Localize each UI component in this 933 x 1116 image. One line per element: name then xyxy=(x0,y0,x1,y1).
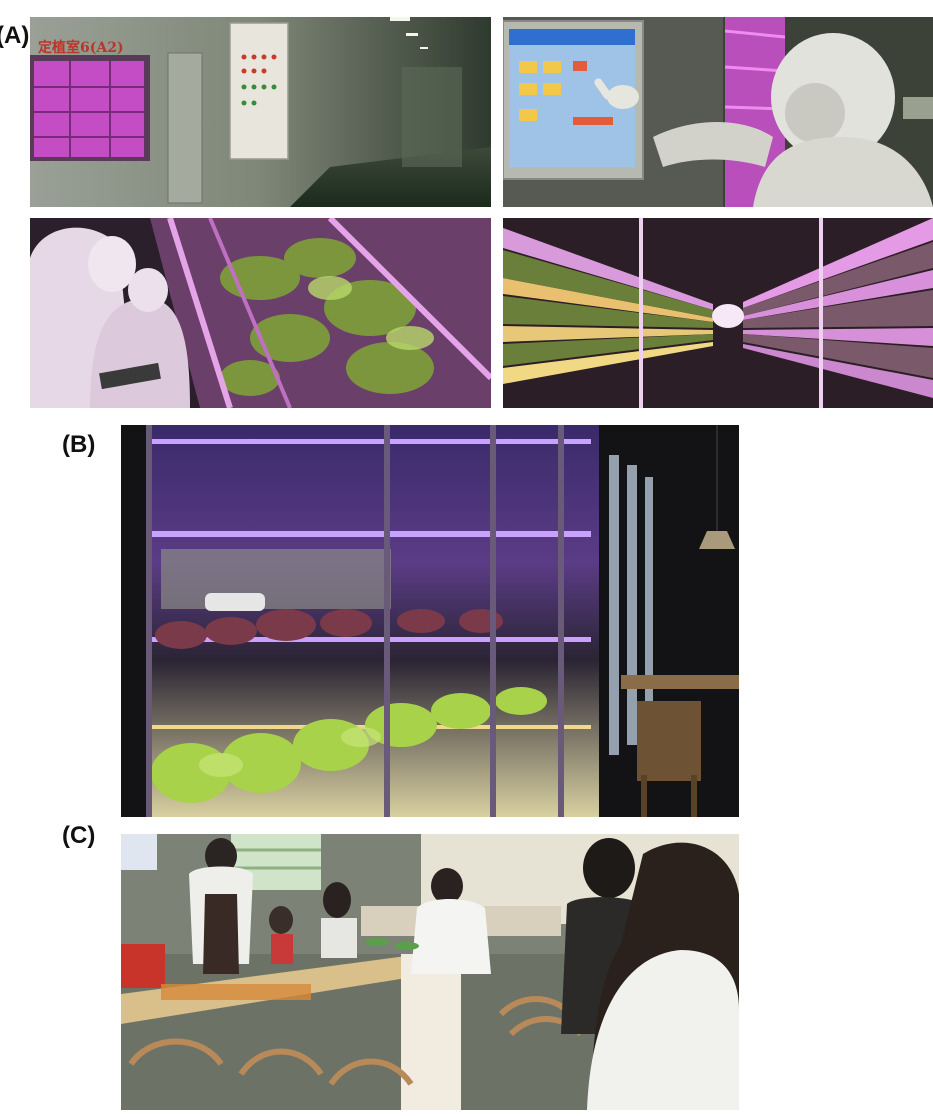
grow-room-sign: 定植室6(A2) xyxy=(38,40,124,56)
photo-workers-plant-rack xyxy=(30,218,491,408)
photo-restaurant-grow-wall xyxy=(121,425,739,817)
panel-label-a: (A) xyxy=(0,22,30,49)
photo-cultivation-aisle xyxy=(503,218,933,408)
panel-label-c: (C) xyxy=(62,822,96,849)
photo-restaurant-diners xyxy=(121,834,739,1110)
photo-grow-room-corridor: 定植室6(A2) xyxy=(30,17,491,207)
photo-worker-touchscreen xyxy=(503,17,933,207)
panel-label-b: (B) xyxy=(62,431,96,458)
